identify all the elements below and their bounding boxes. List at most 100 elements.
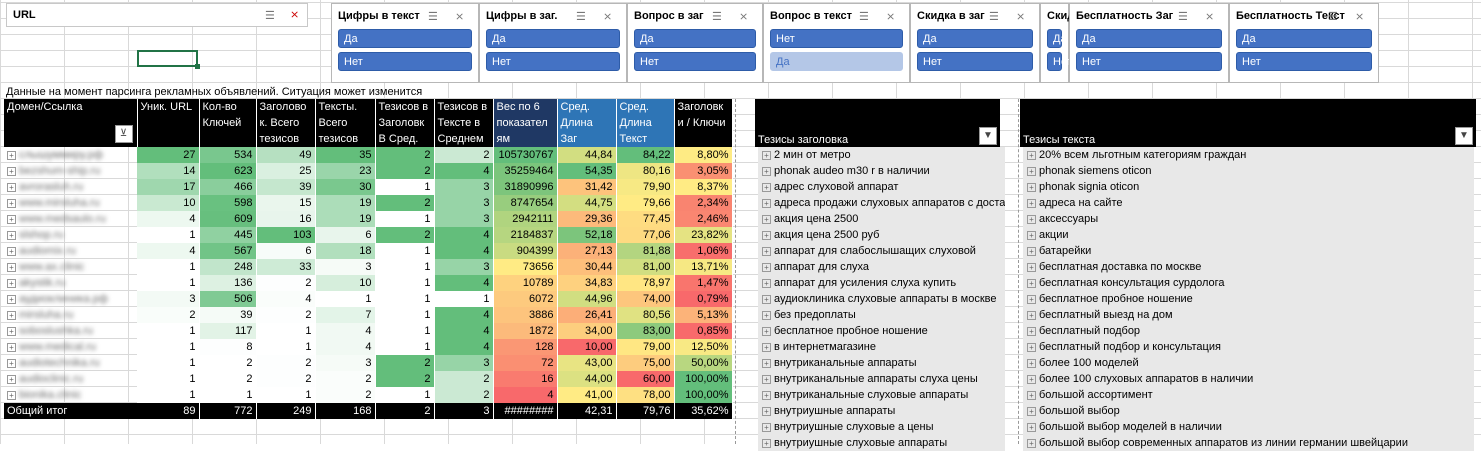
- value-cell[interactable]: 8: [199, 339, 257, 355]
- value-cell[interactable]: 2: [256, 307, 316, 323]
- value-cell[interactable]: 23,82%: [674, 227, 733, 243]
- value-cell[interactable]: 25: [256, 163, 316, 179]
- expand-icon[interactable]: +: [1027, 230, 1036, 240]
- value-cell[interactable]: 4: [434, 275, 494, 291]
- list-item[interactable]: + phonak siemens oticon: [1023, 163, 1474, 179]
- list-item[interactable]: + бесплатный выезд на дом: [1023, 307, 1474, 323]
- value-cell[interactable]: 248: [199, 259, 257, 275]
- slicer[interactable]: Цифры в заг. ☰ ⨯ Да Нет: [479, 3, 627, 83]
- expand-icon[interactable]: +: [762, 246, 771, 256]
- table-row[interactable]: + слышуммиру.рф 27 534 49 35 2 2 105730767 44,84 8…: [4, 147, 733, 163]
- value-cell[interactable]: 103: [256, 227, 316, 243]
- list-item[interactable]: + большой выбор современных аппаратов из …: [1023, 435, 1474, 451]
- value-cell[interactable]: 1,47%: [674, 275, 733, 291]
- value-cell[interactable]: 74,00: [616, 291, 675, 307]
- domain-cell[interactable]: + www.ax.clinic: [4, 259, 137, 275]
- expand-icon[interactable]: +: [7, 246, 16, 256]
- list-item[interactable]: + бесплатное пробное ношение: [1023, 291, 1474, 307]
- value-cell[interactable]: 33: [256, 259, 316, 275]
- table-row[interactable]: + www.ax.clinic 1 248 33 3 1 3 73656 30,44 81,00 13…: [4, 259, 733, 275]
- slicer-item[interactable]: Да: [1236, 29, 1372, 48]
- clear-filter-icon[interactable]: ⨯: [290, 9, 300, 21]
- url-slicer[interactable]: URL ☰ ⨯: [6, 3, 308, 27]
- total-cell[interactable]: 168: [315, 403, 376, 419]
- value-cell[interactable]: 3: [434, 259, 494, 275]
- value-cell[interactable]: 128: [493, 339, 558, 355]
- expand-icon[interactable]: +: [762, 326, 771, 336]
- list-item[interactable]: + более 100 моделей: [1023, 355, 1474, 371]
- value-cell[interactable]: 44,84: [557, 147, 617, 163]
- value-cell[interactable]: 79,66: [616, 195, 675, 211]
- total-cell[interactable]: 249: [256, 403, 316, 419]
- slicer[interactable]: Вопрос в текст ☰ ⨯ Нет Да: [763, 3, 910, 83]
- pivot-table[interactable]: Домен/Ссылка ⊻ Уник. URL Кол-во Ключей За…: [4, 99, 733, 419]
- table-row[interactable]: + avrorasluh.ru 17 466 39 30 1 3 31890996 31,42 79…: [4, 179, 733, 195]
- value-cell[interactable]: 2: [375, 163, 435, 179]
- table-row[interactable]: + аудиоклиника.рф 3 506 4 1 1 1 6072 44,96 74,00 0,…: [4, 291, 733, 307]
- value-cell[interactable]: 0,85%: [674, 323, 733, 339]
- value-cell[interactable]: 79,00: [616, 339, 675, 355]
- header-weight[interactable]: Вес по 6 показател ям: [493, 99, 558, 147]
- value-cell[interactable]: 5,13%: [674, 307, 733, 323]
- table-row[interactable]: + bionika.clinic 1 1 1 2 1 2 4 41,00 78,00 100,00%: [4, 387, 733, 403]
- value-cell[interactable]: 3886: [493, 307, 558, 323]
- expand-icon[interactable]: +: [762, 294, 771, 304]
- table-row[interactable]: + slshop.ru 1 445 103 6 2 4 2184837 52,18 77,06 23,…: [4, 227, 733, 243]
- domain-cell[interactable]: + slshop.ru: [4, 227, 137, 243]
- value-cell[interactable]: 3: [434, 211, 494, 227]
- value-cell[interactable]: 27: [137, 147, 200, 163]
- expand-icon[interactable]: +: [762, 150, 771, 160]
- slicer-item[interactable]: Нет: [770, 29, 903, 48]
- list-item[interactable]: + адреса на сайте: [1023, 195, 1474, 211]
- list-item[interactable]: + бесплатный подбор и консультация: [1023, 339, 1474, 355]
- value-cell[interactable]: 2: [256, 355, 316, 371]
- expand-icon[interactable]: +: [762, 374, 771, 384]
- value-cell[interactable]: 10: [315, 275, 376, 291]
- value-cell[interactable]: 50,00%: [674, 355, 733, 371]
- list-item[interactable]: + аппарат для слуха: [758, 259, 1005, 275]
- total-cell[interactable]: ########: [493, 403, 558, 419]
- title-theses-dropdown-icon[interactable]: ▼: [979, 127, 997, 145]
- slicer-item[interactable]: Нет: [486, 52, 620, 71]
- value-cell[interactable]: 19: [315, 211, 376, 227]
- slicer-item[interactable]: Да: [486, 29, 620, 48]
- total-cell[interactable]: 2: [375, 403, 435, 419]
- value-cell[interactable]: 1: [375, 323, 435, 339]
- expand-icon[interactable]: +: [1027, 166, 1036, 176]
- expand-icon[interactable]: +: [1027, 422, 1036, 432]
- table-row[interactable]: + mirsluha.ru 2 39 2 7 1 4 3886 26,41 80,56 5,13%: [4, 307, 733, 323]
- slicer-item[interactable]: Да: [770, 52, 903, 71]
- value-cell[interactable]: 84,22: [616, 147, 675, 163]
- value-cell[interactable]: 4: [434, 227, 494, 243]
- domain-cell[interactable]: + audiotechnika.ru: [4, 355, 137, 371]
- expand-icon[interactable]: +: [1027, 214, 1036, 224]
- text-theses-dropdown-icon[interactable]: ▼: [1455, 127, 1473, 145]
- value-cell[interactable]: 1: [434, 291, 494, 307]
- clear-filter-icon[interactable]: ⨯: [1016, 11, 1026, 23]
- domain-cell[interactable]: + audioclinic.ru: [4, 371, 137, 387]
- domain-cell[interactable]: + слышуммиру.рф: [4, 147, 137, 163]
- list-item[interactable]: + более 100 слуховых аппаратов в наличии: [1023, 371, 1474, 387]
- list-item[interactable]: + адрес слуховой аппарат: [758, 179, 1005, 195]
- domain-cell[interactable]: + mirsluha.ru: [4, 307, 137, 323]
- list-item[interactable]: + акция цена 2500 руб: [758, 227, 1005, 243]
- value-cell[interactable]: 77,06: [616, 227, 675, 243]
- value-cell[interactable]: 6: [256, 243, 316, 259]
- table-row[interactable]: + audioclinic.ru 1 2 2 2 2 2 16 44,00 60,00 100,00%: [4, 371, 733, 387]
- value-cell[interactable]: 1: [137, 355, 200, 371]
- table-row[interactable]: + akystik.ru 1 136 2 10 1 4 10789 34,83 78,97 1,47%: [4, 275, 733, 291]
- value-cell[interactable]: 4: [434, 243, 494, 259]
- value-cell[interactable]: 100,00%: [674, 387, 733, 403]
- value-cell[interactable]: 2: [375, 355, 435, 371]
- list-item[interactable]: + внутриканальные аппараты слуха цены: [758, 371, 1005, 387]
- value-cell[interactable]: 15: [256, 195, 316, 211]
- slicer[interactable]: Скид Да Нет: [1040, 3, 1074, 83]
- value-cell[interactable]: 445: [199, 227, 257, 243]
- value-cell[interactable]: 4: [434, 307, 494, 323]
- value-cell[interactable]: 2,34%: [674, 195, 733, 211]
- value-cell[interactable]: 1: [375, 307, 435, 323]
- value-cell[interactable]: 35259464: [493, 163, 558, 179]
- multi-select-icon[interactable]: ☰: [576, 11, 586, 23]
- value-cell[interactable]: 29,36: [557, 211, 617, 227]
- domain-cell[interactable]: + soboslushka.ru: [4, 323, 137, 339]
